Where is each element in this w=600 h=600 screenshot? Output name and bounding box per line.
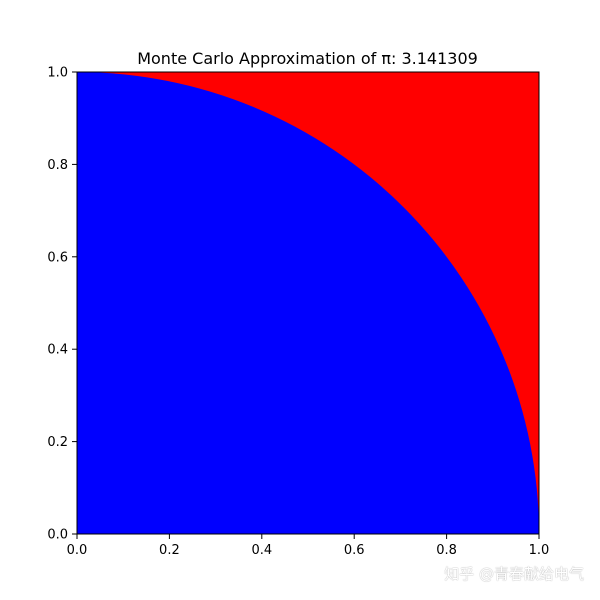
- x-tick-label: 0.0: [67, 543, 88, 558]
- watermark: 知乎 @青春献给电气: [444, 565, 584, 583]
- axes-frame: [76, 71, 540, 535]
- y-tick-label: 0.2: [47, 435, 68, 450]
- y-tick-label: 0.4: [47, 343, 68, 358]
- chart-title: Monte Carlo Approximation of π: 3.141309: [137, 49, 478, 68]
- x-tick-label: 0.8: [436, 543, 457, 558]
- inside-circle-region: [77, 72, 539, 534]
- plot-area: [76, 71, 540, 535]
- y-axis: 0.0 0.2 0.4 0.6 0.8 1.0: [47, 66, 77, 543]
- x-tick-label: 1.0: [529, 543, 550, 558]
- y-tick-label: 0.0: [47, 528, 68, 543]
- x-tick-label: 0.2: [159, 543, 180, 558]
- x-tick-label: 0.6: [344, 543, 365, 558]
- y-tick-label: 0.6: [47, 250, 68, 265]
- x-tick-label: 0.4: [251, 543, 272, 558]
- x-axis: 0.0 0.2 0.4 0.6 0.8 1.0: [67, 534, 550, 558]
- y-tick-label: 0.8: [47, 158, 68, 173]
- y-tick-label: 1.0: [47, 66, 68, 81]
